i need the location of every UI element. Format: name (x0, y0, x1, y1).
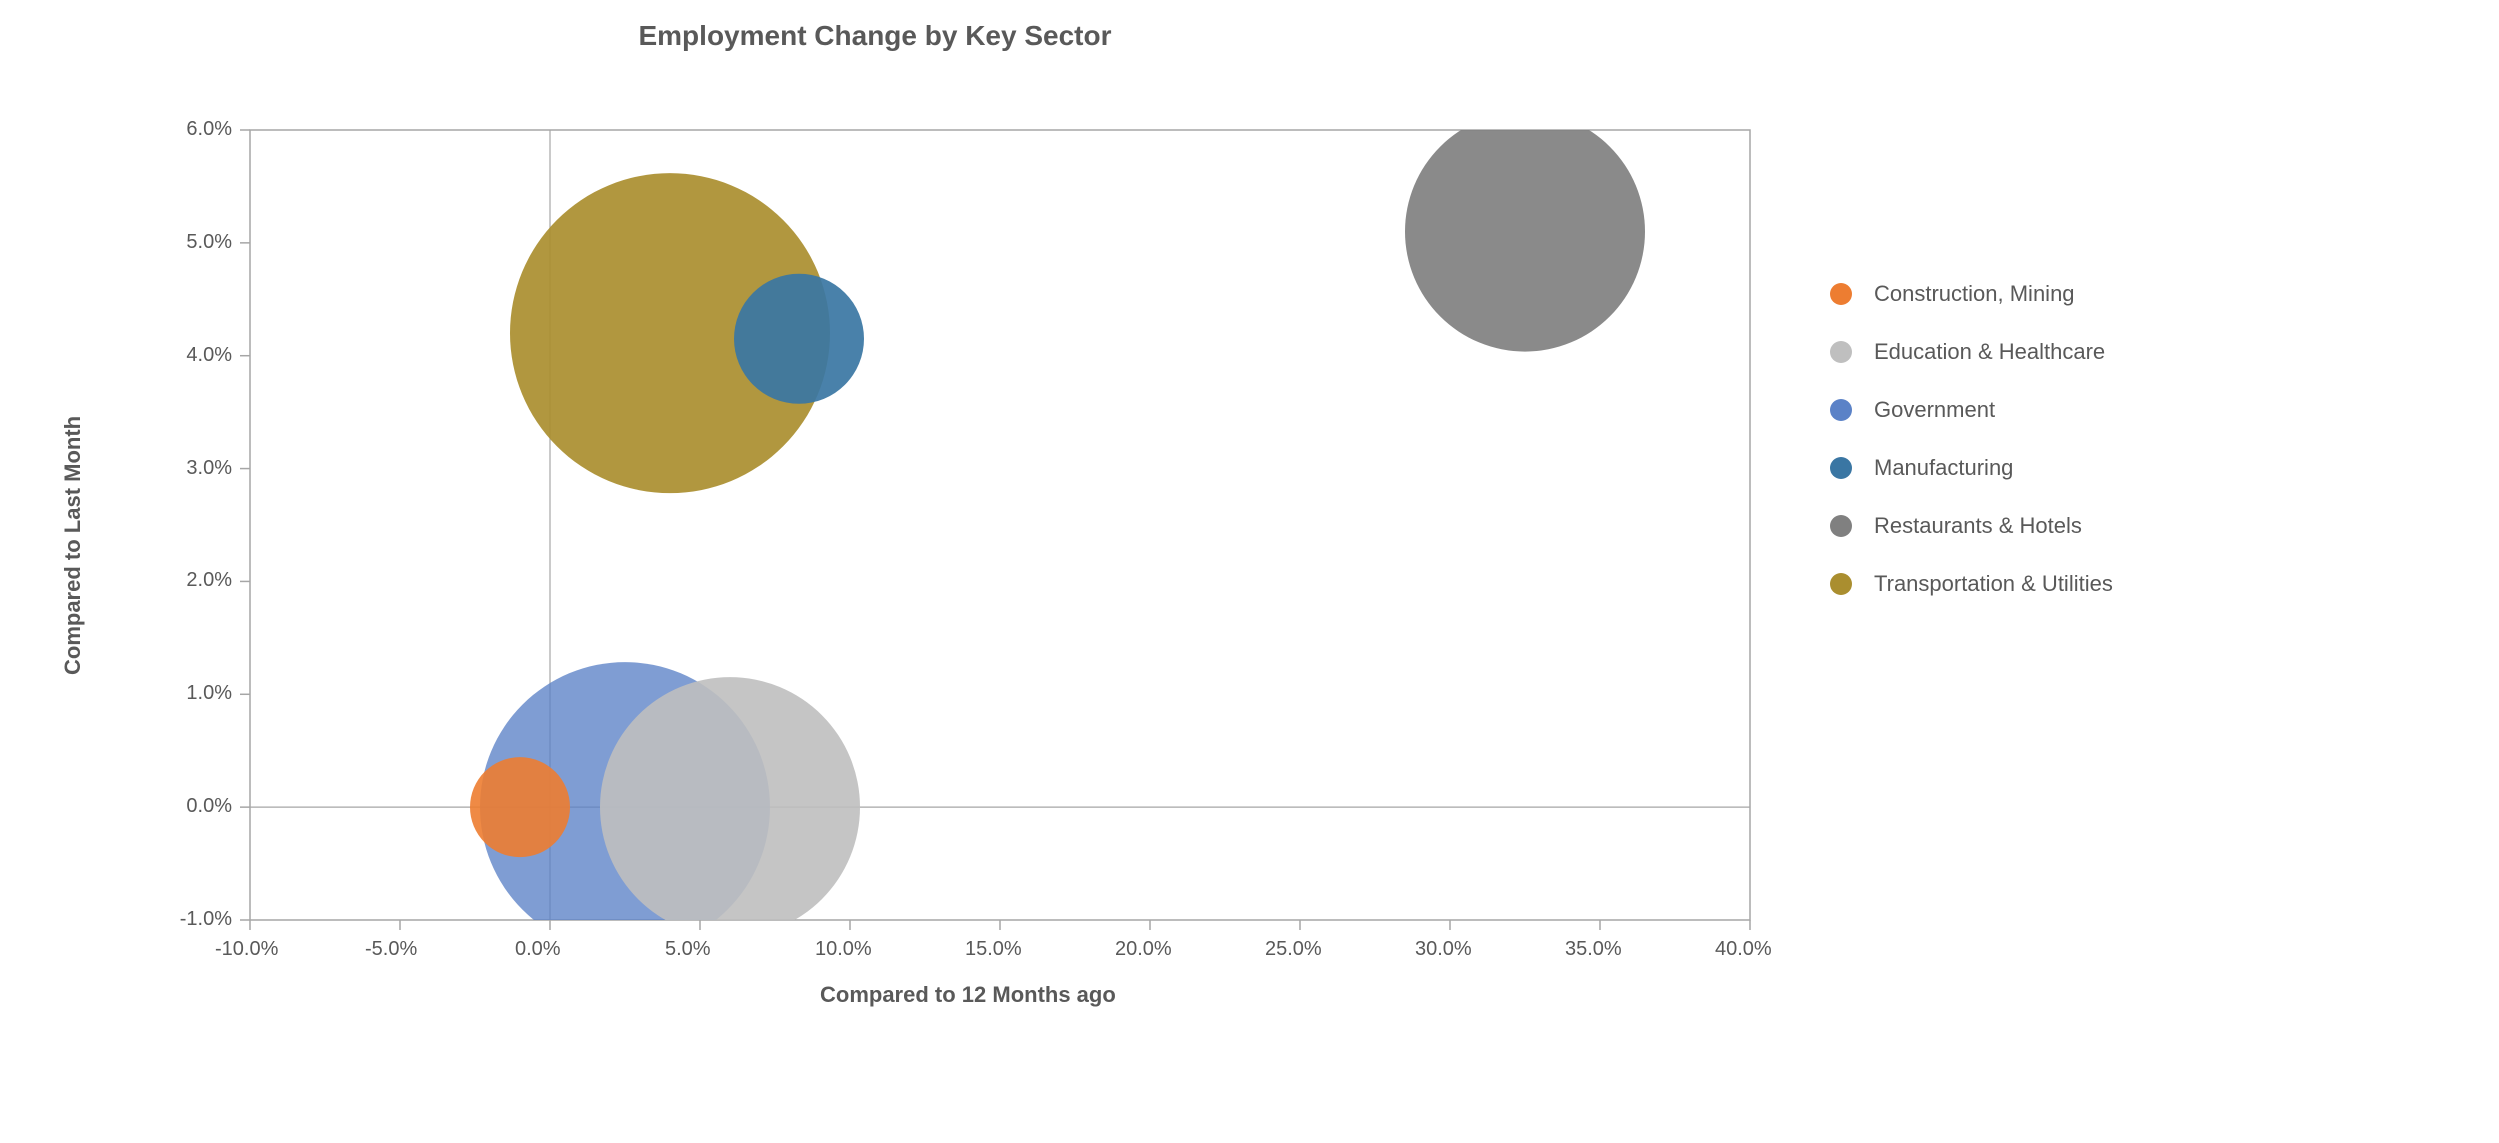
x-tick-label: 20.0% (1115, 938, 1172, 961)
legend-item: Government (1830, 381, 2113, 439)
x-tick-label: 35.0% (1565, 938, 1622, 961)
bubble (600, 677, 860, 937)
y-tick-label: 5.0% (186, 231, 232, 254)
legend-marker-icon (1830, 283, 1852, 305)
legend-label: Restaurants & Hotels (1874, 513, 2082, 539)
y-tick-label: 6.0% (186, 118, 232, 141)
x-tick-label: 15.0% (965, 938, 1022, 961)
bubble (734, 274, 864, 404)
legend-label: Transportation & Utilities (1874, 571, 2113, 597)
legend-marker-icon (1830, 573, 1852, 595)
x-tick-label: 25.0% (1265, 938, 1322, 961)
y-tick-label: 2.0% (186, 569, 232, 592)
x-tick-label: -10.0% (215, 938, 278, 961)
legend-marker-icon (1830, 341, 1852, 363)
y-tick-label: 0.0% (186, 795, 232, 818)
legend-item: Education & Healthcare (1830, 323, 2113, 381)
legend-marker-icon (1830, 399, 1852, 421)
x-tick-label: 0.0% (515, 938, 561, 961)
legend: Construction, Mining Education & Healthca… (1830, 265, 2113, 613)
legend-item: Construction, Mining (1830, 265, 2113, 323)
y-tick-label: 1.0% (186, 682, 232, 705)
legend-label: Government (1874, 397, 1995, 423)
legend-item: Restaurants & Hotels (1830, 497, 2113, 555)
legend-marker-icon (1830, 515, 1852, 537)
legend-item: Transportation & Utilities (1830, 555, 2113, 613)
x-tick-label: 30.0% (1415, 938, 1472, 961)
y-tick-label: -1.0% (180, 908, 232, 931)
bubble (470, 757, 570, 857)
legend-label: Construction, Mining (1874, 281, 2075, 307)
y-tick-label: 3.0% (186, 457, 232, 480)
bubble-chart: Employment Change by Key SectorCompared … (0, 0, 2499, 1143)
x-tick-label: -5.0% (365, 938, 417, 961)
legend-label: Education & Healthcare (1874, 339, 2105, 365)
x-tick-label: 10.0% (815, 938, 872, 961)
plot-area (0, 0, 2499, 1143)
y-tick-label: 4.0% (186, 344, 232, 367)
legend-label: Manufacturing (1874, 455, 2013, 481)
x-tick-label: 40.0% (1715, 938, 1772, 961)
legend-item: Manufacturing (1830, 439, 2113, 497)
legend-marker-icon (1830, 457, 1852, 479)
bubble (1405, 112, 1645, 352)
x-tick-label: 5.0% (665, 938, 711, 961)
